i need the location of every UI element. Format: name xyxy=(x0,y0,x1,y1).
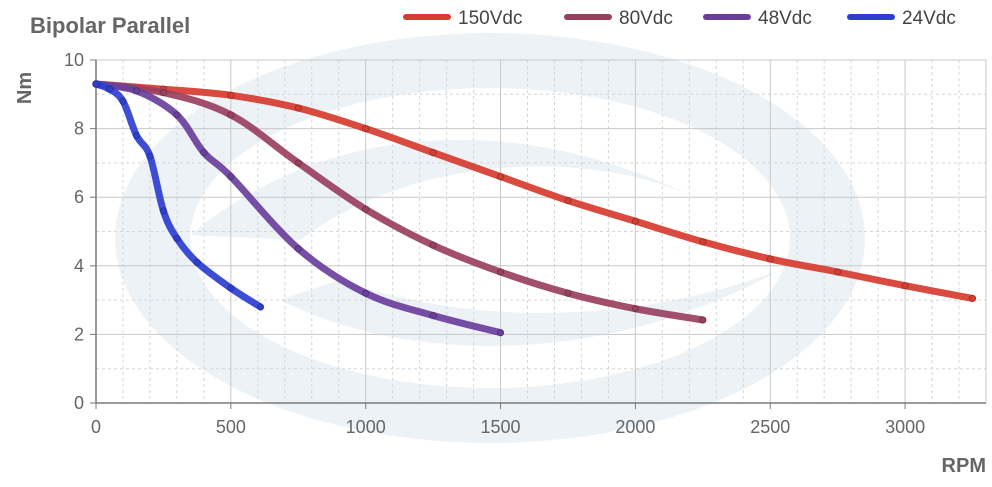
data-point xyxy=(833,268,842,276)
data-point xyxy=(496,268,505,276)
chart-legend: 150Vdc 80Vdc 48Vdc 24Vdc xyxy=(403,8,956,29)
data-point xyxy=(227,111,235,119)
legend-item: 24Vdc xyxy=(847,8,956,29)
x-tick-label: 0 xyxy=(91,417,101,437)
y-tick-label: 10 xyxy=(64,50,84,70)
x-tick-label: 3000 xyxy=(885,417,925,437)
data-point xyxy=(564,196,572,205)
series-line xyxy=(92,80,976,302)
series-48Vdc xyxy=(92,80,505,337)
data-point xyxy=(92,80,100,88)
data-point xyxy=(146,152,154,160)
data-point xyxy=(429,148,437,157)
legend-label: 150Vdc xyxy=(458,8,522,29)
series-80Vdc xyxy=(92,80,707,324)
x-tick-label: 2000 xyxy=(615,417,655,437)
data-point xyxy=(227,172,235,181)
data-point xyxy=(901,281,909,290)
data-point xyxy=(564,289,572,297)
legend-label: 24Vdc xyxy=(902,8,956,29)
data-point xyxy=(119,97,127,105)
data-point xyxy=(227,284,235,292)
plot-grid xyxy=(96,59,987,403)
data-point xyxy=(173,234,181,243)
data-point xyxy=(294,104,302,112)
data-point xyxy=(294,159,302,167)
x-tick-label: 500 xyxy=(216,417,246,437)
legend-item: 150Vdc xyxy=(403,8,522,29)
x-tick-label: 1500 xyxy=(481,417,521,437)
legend-item: 48Vdc xyxy=(703,8,812,29)
data-point xyxy=(631,217,640,225)
data-point xyxy=(159,88,168,97)
series-line xyxy=(92,80,707,324)
x-tick-label: 2500 xyxy=(750,417,790,437)
x-axis-label: RPM xyxy=(942,455,986,477)
data-point xyxy=(429,241,437,249)
y-tick-label: 4 xyxy=(74,256,84,276)
data-point xyxy=(631,304,640,313)
data-point xyxy=(227,91,235,100)
legend-item: 80Vdc xyxy=(564,8,673,29)
data-point xyxy=(105,85,114,93)
data-point xyxy=(361,124,370,133)
chart-title: Bipolar Parallel xyxy=(30,13,190,38)
data-point xyxy=(968,294,977,303)
y-axis-label: Nm xyxy=(14,72,36,104)
series-line xyxy=(92,80,504,337)
data-point xyxy=(429,311,437,320)
data-point xyxy=(766,255,774,263)
data-point xyxy=(699,238,707,246)
data-point xyxy=(193,258,201,267)
data-point xyxy=(361,205,370,213)
data-point xyxy=(132,131,141,140)
x-tick-label: 1000 xyxy=(346,417,386,437)
data-point xyxy=(200,148,208,157)
data-point xyxy=(173,111,181,119)
data-point xyxy=(159,207,168,215)
series-lines xyxy=(92,80,977,337)
tick-labels: 0 500 1000 1500 2000 2500 3000 0 2 4 6 8 10 xyxy=(64,50,925,437)
y-tick-label: 2 xyxy=(74,324,84,344)
legend-label: 48Vdc xyxy=(758,8,812,29)
data-point xyxy=(361,289,370,297)
y-tick-label: 8 xyxy=(74,119,84,139)
data-point xyxy=(256,303,265,311)
series-line xyxy=(92,80,264,311)
plot-axes xyxy=(95,60,986,404)
data-point xyxy=(496,172,505,181)
y-tick-label: 0 xyxy=(74,393,84,413)
legend-label: 80Vdc xyxy=(619,8,673,29)
data-point xyxy=(132,87,141,95)
series-24Vdc xyxy=(92,80,265,311)
data-point xyxy=(496,328,505,337)
data-point xyxy=(699,316,707,324)
y-tick-label: 6 xyxy=(74,187,84,207)
data-point xyxy=(294,244,302,253)
